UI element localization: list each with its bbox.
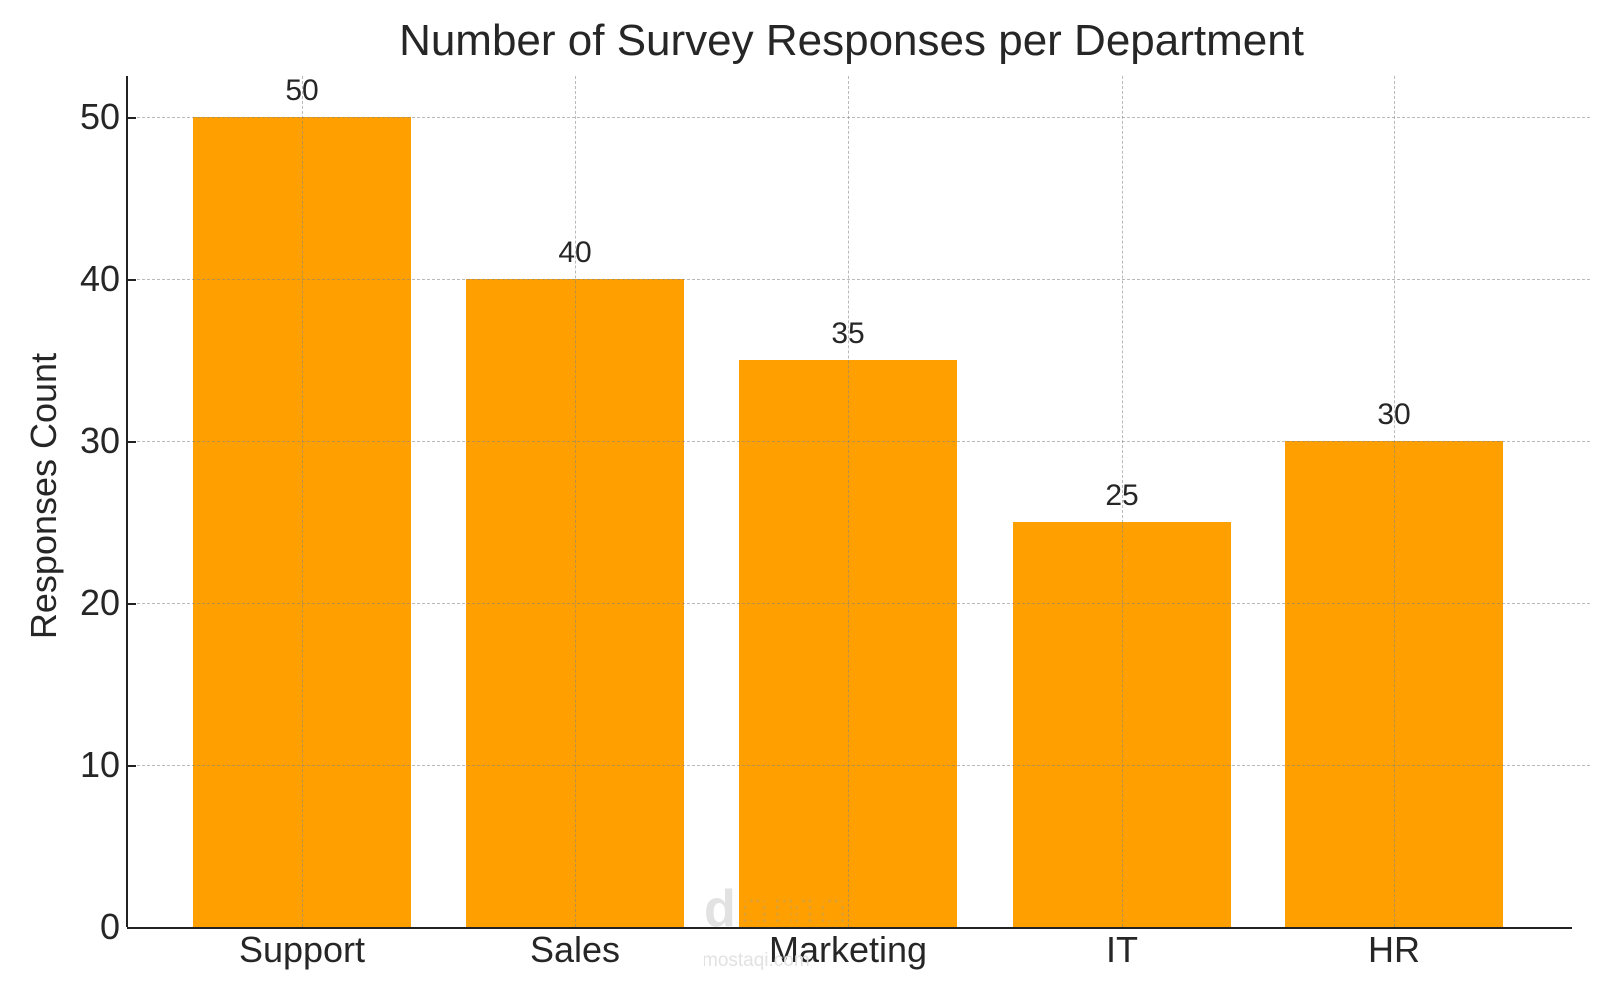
svg-text:mostaqi.com: mostaqi.com (704, 950, 810, 971)
svg-text:omo: omo (739, 886, 849, 938)
svg-text:d: d (704, 886, 736, 938)
